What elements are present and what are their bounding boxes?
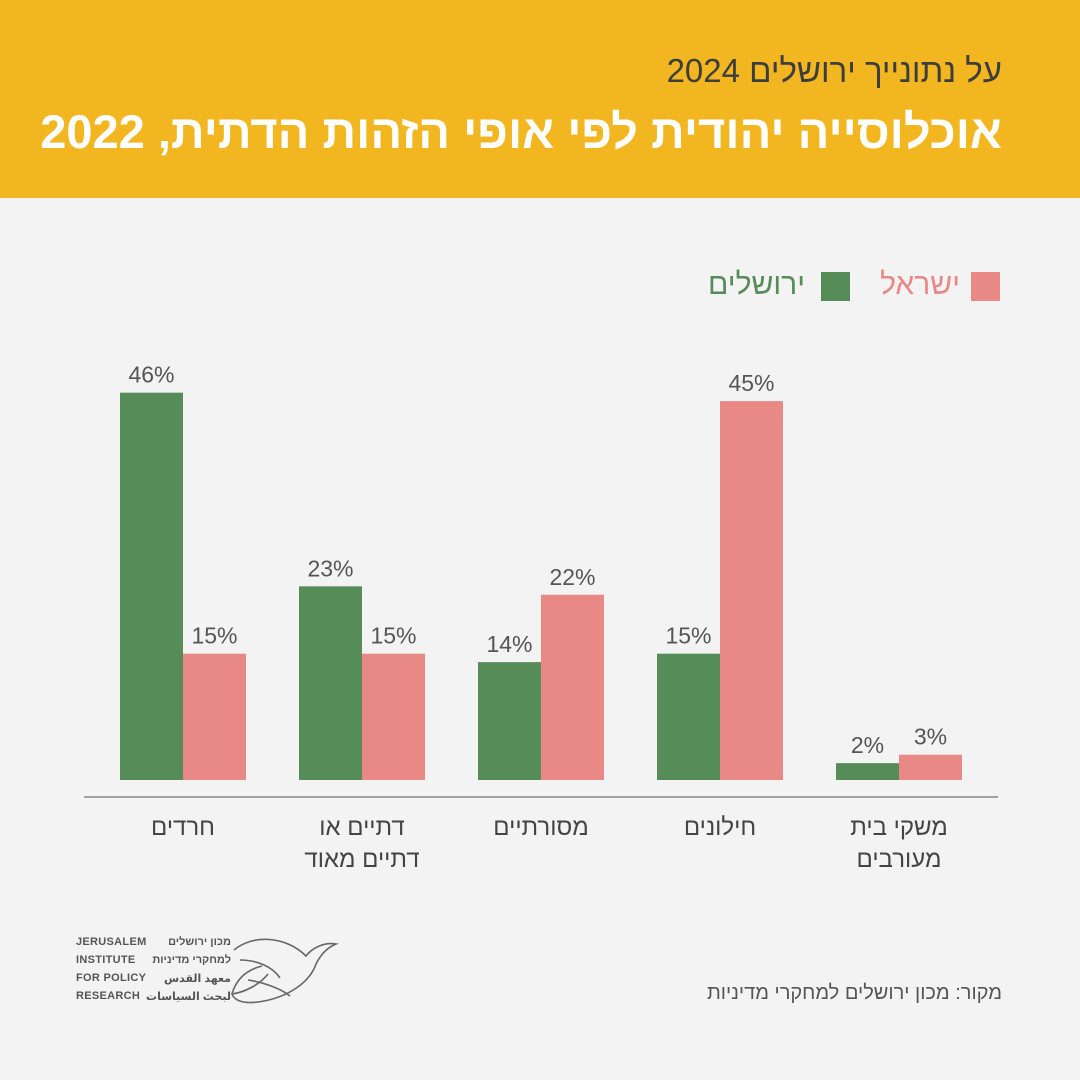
bar-jerusalem xyxy=(299,586,362,780)
page-title: אוכלוסייה יהודית לפי אופי הזהות הדתית, 2… xyxy=(40,105,1002,158)
bar-israel xyxy=(541,594,604,780)
category-label-line: דתיים מאוד xyxy=(304,846,420,873)
logo-he-line: למחקרי מדיניות xyxy=(152,954,231,966)
bar-israel xyxy=(720,401,783,780)
logo-he-line: מכון ירושלים xyxy=(168,936,231,948)
bar-jerusalem xyxy=(120,392,183,780)
logo-he-line: معهد القدس xyxy=(163,973,231,985)
category-label-line: מסורתיים xyxy=(493,814,589,841)
logo-en-line: INSTITUTE xyxy=(76,954,136,966)
data-label-jerusalem: 23% xyxy=(307,555,353,581)
category-label: חילונים xyxy=(630,812,810,844)
bar-israel xyxy=(362,653,425,780)
bar-jerusalem xyxy=(836,763,899,780)
category-label: מסורתיים xyxy=(451,812,631,844)
category-label-line: דתיים או xyxy=(319,814,405,841)
data-label-israel: 15% xyxy=(370,623,416,649)
page-subtitle: על נתונייך ירושלים 2024 xyxy=(666,52,1002,89)
category-label: חרדים xyxy=(93,812,273,844)
institute-logo: JERUSALEM INSTITUTE FOR POLICY RESEARCH … xyxy=(76,930,346,1010)
legend-swatch-jerusalem xyxy=(821,272,850,301)
logo-he-line: لبحث السياسات xyxy=(146,991,231,1003)
bar-israel xyxy=(899,754,962,780)
category-label-line: חרדים xyxy=(151,814,215,841)
legend-item-jerusalem: ירושלים xyxy=(700,268,850,302)
data-label-israel: 15% xyxy=(191,623,237,649)
data-label-jerusalem: 2% xyxy=(851,732,884,758)
category-label-line: מעורבים xyxy=(856,846,942,873)
category-label: דתיים או דתיים מאוד xyxy=(272,812,452,876)
data-label-jerusalem: 14% xyxy=(486,631,532,657)
category-label-line: משקי בית xyxy=(850,814,948,841)
logo-en-line: RESEARCH xyxy=(76,990,141,1002)
data-label-israel: 3% xyxy=(914,724,947,750)
category-label: משקי בית מעורבים xyxy=(809,812,989,876)
data-label-israel: 45% xyxy=(728,370,774,396)
dove-icon xyxy=(230,938,339,1004)
data-label-jerusalem: 46% xyxy=(128,362,174,388)
source-note: מקור: מכון ירושלים למחקרי מדיניות xyxy=(706,982,1002,1004)
header-banner: על נתונייך ירושלים 2024 אוכלוסייה יהודית… xyxy=(0,0,1080,198)
bar-jerusalem xyxy=(478,662,541,780)
bar-jerusalem xyxy=(657,653,720,780)
legend-item-israel: ישראל xyxy=(880,268,1000,302)
data-label-jerusalem: 15% xyxy=(665,623,711,649)
bar-israel xyxy=(183,653,246,780)
legend-label-israel: ישראל xyxy=(880,268,960,301)
legend-label-jerusalem: ירושלים xyxy=(708,268,805,301)
data-label-israel: 22% xyxy=(549,564,595,590)
logo-en-line: FOR POLICY xyxy=(76,972,147,984)
category-label-line: חילונים xyxy=(683,814,757,841)
logo-en-line: JERUSALEM xyxy=(76,936,147,948)
legend-swatch-israel xyxy=(971,272,1000,301)
